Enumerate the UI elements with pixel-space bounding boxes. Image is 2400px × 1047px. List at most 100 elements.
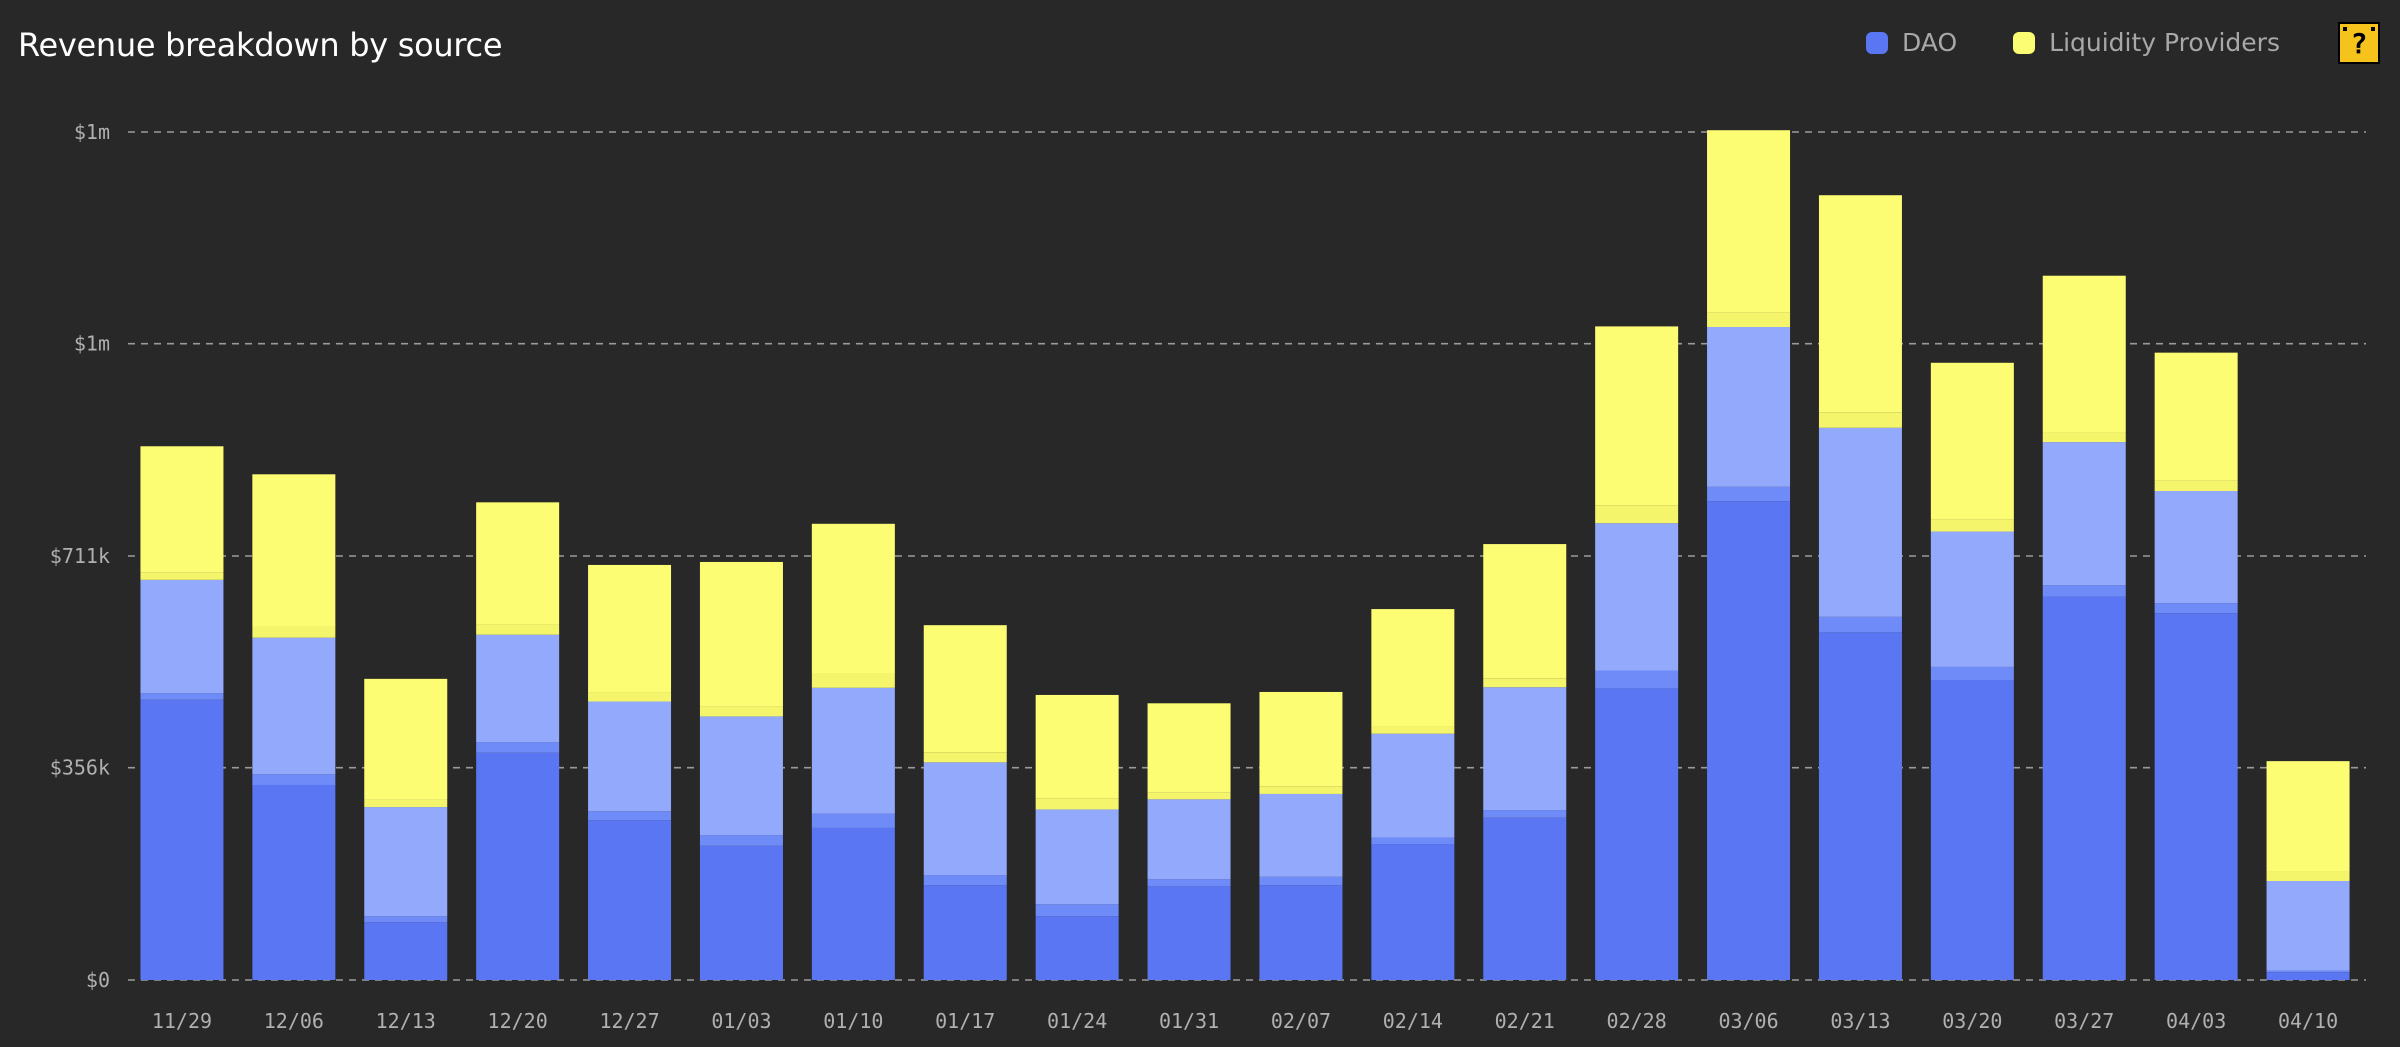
bar-segment[interactable]	[1035, 694, 1119, 799]
bar-segment[interactable]	[1595, 326, 1679, 506]
legend-item-dao[interactable]: DAO	[1865, 28, 1957, 57]
bar-segment[interactable]	[1035, 809, 1119, 905]
bar-segment[interactable]	[364, 922, 448, 980]
bar-segment[interactable]	[1147, 799, 1231, 880]
bar-segment[interactable]	[699, 835, 783, 846]
bar-segment[interactable]	[923, 885, 1007, 980]
bar-segment[interactable]	[1483, 817, 1567, 980]
bar-segment[interactable]	[1035, 916, 1119, 980]
legend-item-liquidity-providers[interactable]: Liquidity Providers	[2013, 28, 2280, 57]
bar-segment[interactable]	[1259, 691, 1343, 787]
bar-segment[interactable]	[1371, 844, 1455, 980]
bar-segment[interactable]	[2266, 972, 2350, 980]
bar-segment[interactable]	[2266, 970, 2350, 973]
bar-segment[interactable]	[1147, 792, 1231, 800]
bar-segment[interactable]	[811, 523, 895, 674]
bar-segment[interactable]	[2266, 871, 2350, 882]
bar-segment[interactable]	[140, 572, 224, 580]
bar-segment[interactable]	[1259, 885, 1343, 980]
bar-segment[interactable]	[140, 693, 224, 700]
bar-segment[interactable]	[2042, 442, 2126, 586]
bar-segment[interactable]	[699, 845, 783, 980]
bar-segment[interactable]	[1818, 412, 1902, 428]
bar-segment[interactable]	[2042, 275, 2126, 433]
bar-segment[interactable]	[811, 687, 895, 814]
bar-segment[interactable]	[1371, 733, 1455, 838]
bar-segment[interactable]	[1707, 501, 1791, 980]
bar-segment[interactable]	[1483, 810, 1567, 818]
bar-segment[interactable]	[588, 820, 672, 980]
bar-segment[interactable]	[2042, 585, 2126, 597]
bar-segment[interactable]	[2266, 881, 2350, 971]
bar-segment[interactable]	[252, 774, 336, 785]
bar-segment[interactable]	[476, 634, 560, 743]
bar-segment[interactable]	[1147, 886, 1231, 980]
bar-segment[interactable]	[364, 807, 448, 917]
bar-segment[interactable]	[1930, 362, 2014, 520]
bar-segment[interactable]	[588, 701, 672, 812]
bar-segment[interactable]	[1147, 703, 1231, 793]
bar-segment[interactable]	[1595, 523, 1679, 671]
bar-segment[interactable]	[1595, 688, 1679, 980]
bar-segment[interactable]	[1259, 793, 1343, 877]
question-block-icon[interactable]: ?	[2338, 22, 2380, 64]
bar-segment[interactable]	[364, 678, 448, 800]
bar-segment[interactable]	[1707, 486, 1791, 502]
bar-segment[interactable]	[588, 564, 672, 693]
bar-segment[interactable]	[1818, 616, 1902, 633]
bar-segment[interactable]	[2266, 761, 2350, 872]
bar-segment[interactable]	[1930, 680, 2014, 980]
bar-segment[interactable]	[1371, 837, 1455, 845]
bar-segment[interactable]	[252, 474, 336, 627]
bar-segment[interactable]	[699, 716, 783, 836]
bar-segment[interactable]	[588, 692, 672, 702]
bar-segment[interactable]	[1483, 687, 1567, 811]
bar-segment[interactable]	[1371, 726, 1455, 734]
bar-segment[interactable]	[252, 626, 336, 638]
bar-segment[interactable]	[923, 625, 1007, 753]
bar-segment[interactable]	[364, 799, 448, 808]
bar-segment[interactable]	[1818, 427, 1902, 617]
bar-segment[interactable]	[699, 706, 783, 717]
bar-segment[interactable]	[476, 502, 560, 625]
bar-segment[interactable]	[252, 784, 336, 980]
bar-segment[interactable]	[811, 827, 895, 980]
bar-segment[interactable]	[1930, 666, 2014, 681]
bar-segment[interactable]	[1930, 519, 2014, 532]
bar-segment[interactable]	[1147, 879, 1231, 887]
bar-segment[interactable]	[923, 875, 1007, 886]
bar-segment[interactable]	[923, 762, 1007, 876]
bar-segment[interactable]	[364, 916, 448, 923]
bar-segment[interactable]	[2042, 432, 2126, 443]
bar-segment[interactable]	[140, 579, 224, 694]
bar-segment[interactable]	[476, 752, 560, 980]
bar-segment[interactable]	[1707, 130, 1791, 313]
bar-segment[interactable]	[140, 699, 224, 980]
bar-segment[interactable]	[588, 811, 672, 821]
bar-segment[interactable]	[2042, 596, 2126, 980]
bar-segment[interactable]	[1371, 609, 1455, 727]
bar-segment[interactable]	[2154, 480, 2238, 491]
bar-segment[interactable]	[811, 813, 895, 828]
bar-segment[interactable]	[1483, 678, 1567, 688]
bar-segment[interactable]	[2154, 490, 2238, 604]
bar-segment[interactable]	[140, 446, 224, 573]
bar-segment[interactable]	[1595, 505, 1679, 524]
bar-segment[interactable]	[1707, 312, 1791, 328]
bar-segment[interactable]	[923, 752, 1007, 763]
bar-segment[interactable]	[1035, 798, 1119, 810]
bar-segment[interactable]	[1707, 327, 1791, 487]
bar-segment[interactable]	[1930, 531, 2014, 667]
bar-segment[interactable]	[1483, 544, 1567, 679]
bar-segment[interactable]	[2154, 603, 2238, 614]
bar-segment[interactable]	[252, 637, 336, 775]
bar-segment[interactable]	[476, 624, 560, 635]
bar-segment[interactable]	[699, 561, 783, 707]
bar-segment[interactable]	[811, 673, 895, 688]
bar-segment[interactable]	[2154, 352, 2238, 481]
bar-segment[interactable]	[1259, 786, 1343, 794]
bar-segment[interactable]	[1259, 876, 1343, 886]
bar-segment[interactable]	[1818, 195, 1902, 413]
bar-segment[interactable]	[1035, 904, 1119, 917]
bar-segment[interactable]	[1595, 670, 1679, 689]
